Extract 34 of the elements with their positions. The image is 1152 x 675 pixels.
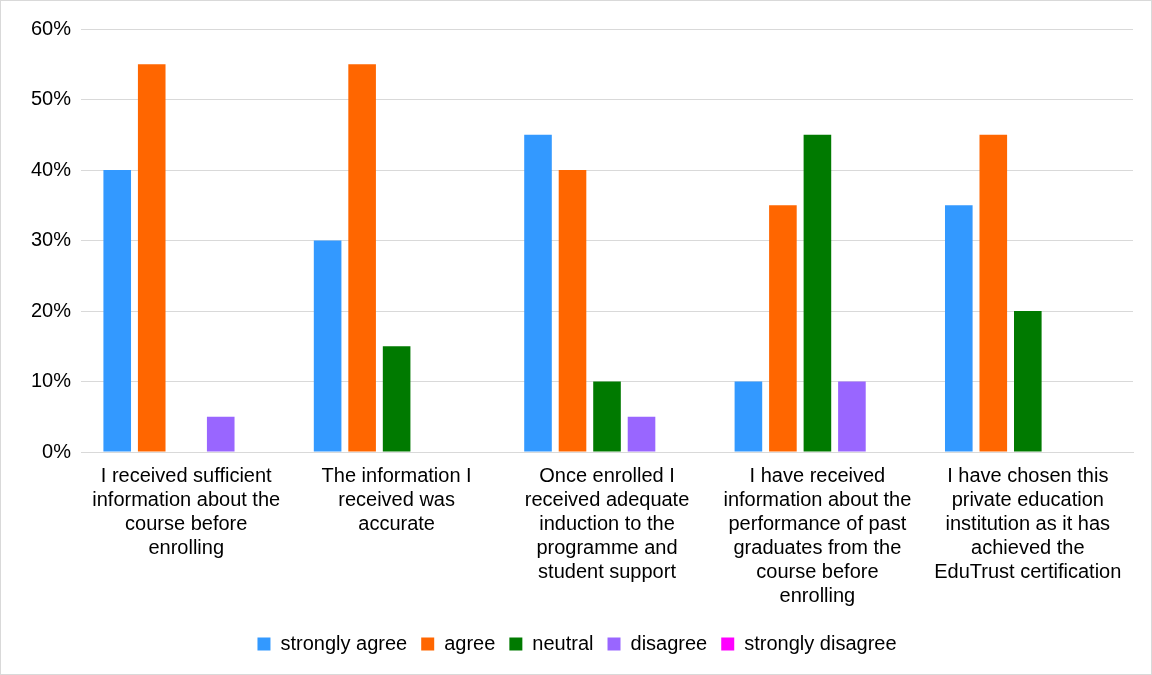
bar [593, 381, 621, 452]
bar [348, 64, 376, 452]
bar [382, 346, 411, 452]
bar [979, 134, 1008, 452]
x-tick-label: The information I received was accurate [321, 463, 472, 534]
bar [803, 134, 832, 452]
y-tick-label: 60% [31, 16, 72, 39]
x-tick-label: I received sufficient information about the course before enrolling [92, 463, 281, 558]
legend-label: disagree [630, 631, 708, 654]
x-tick-label: Once enrolled I received adequate induction to the programme and student support [524, 463, 690, 582]
bar [734, 381, 763, 452]
bar [524, 134, 552, 452]
bar [627, 416, 656, 452]
bar [313, 240, 342, 452]
bar [206, 416, 235, 452]
y-tick-label: 20% [31, 298, 72, 321]
legend-label: agree [444, 631, 496, 654]
bar [558, 170, 587, 452]
legend-label: neutral [532, 631, 594, 654]
x-tick-label: I have received information about the performance of past graduates from the course before enrolling [723, 463, 912, 606]
y-tick-label: 10% [31, 369, 72, 392]
y-tick-label: 40% [31, 157, 72, 180]
bar [103, 170, 132, 452]
bar [944, 205, 973, 452]
bar [769, 205, 797, 452]
legend-label: strongly disagree [744, 631, 897, 654]
bar [137, 64, 166, 452]
legend-label: strongly agree [280, 631, 408, 654]
bar [1014, 311, 1042, 452]
x-tick-label: I have chosen this private education institution as it has achieved the EduTrust certification [934, 463, 1122, 582]
bar [838, 381, 866, 452]
y-tick-label: 50% [31, 87, 72, 110]
y-tick-label: 0% [42, 439, 72, 462]
y-tick-label: 30% [31, 228, 72, 251]
